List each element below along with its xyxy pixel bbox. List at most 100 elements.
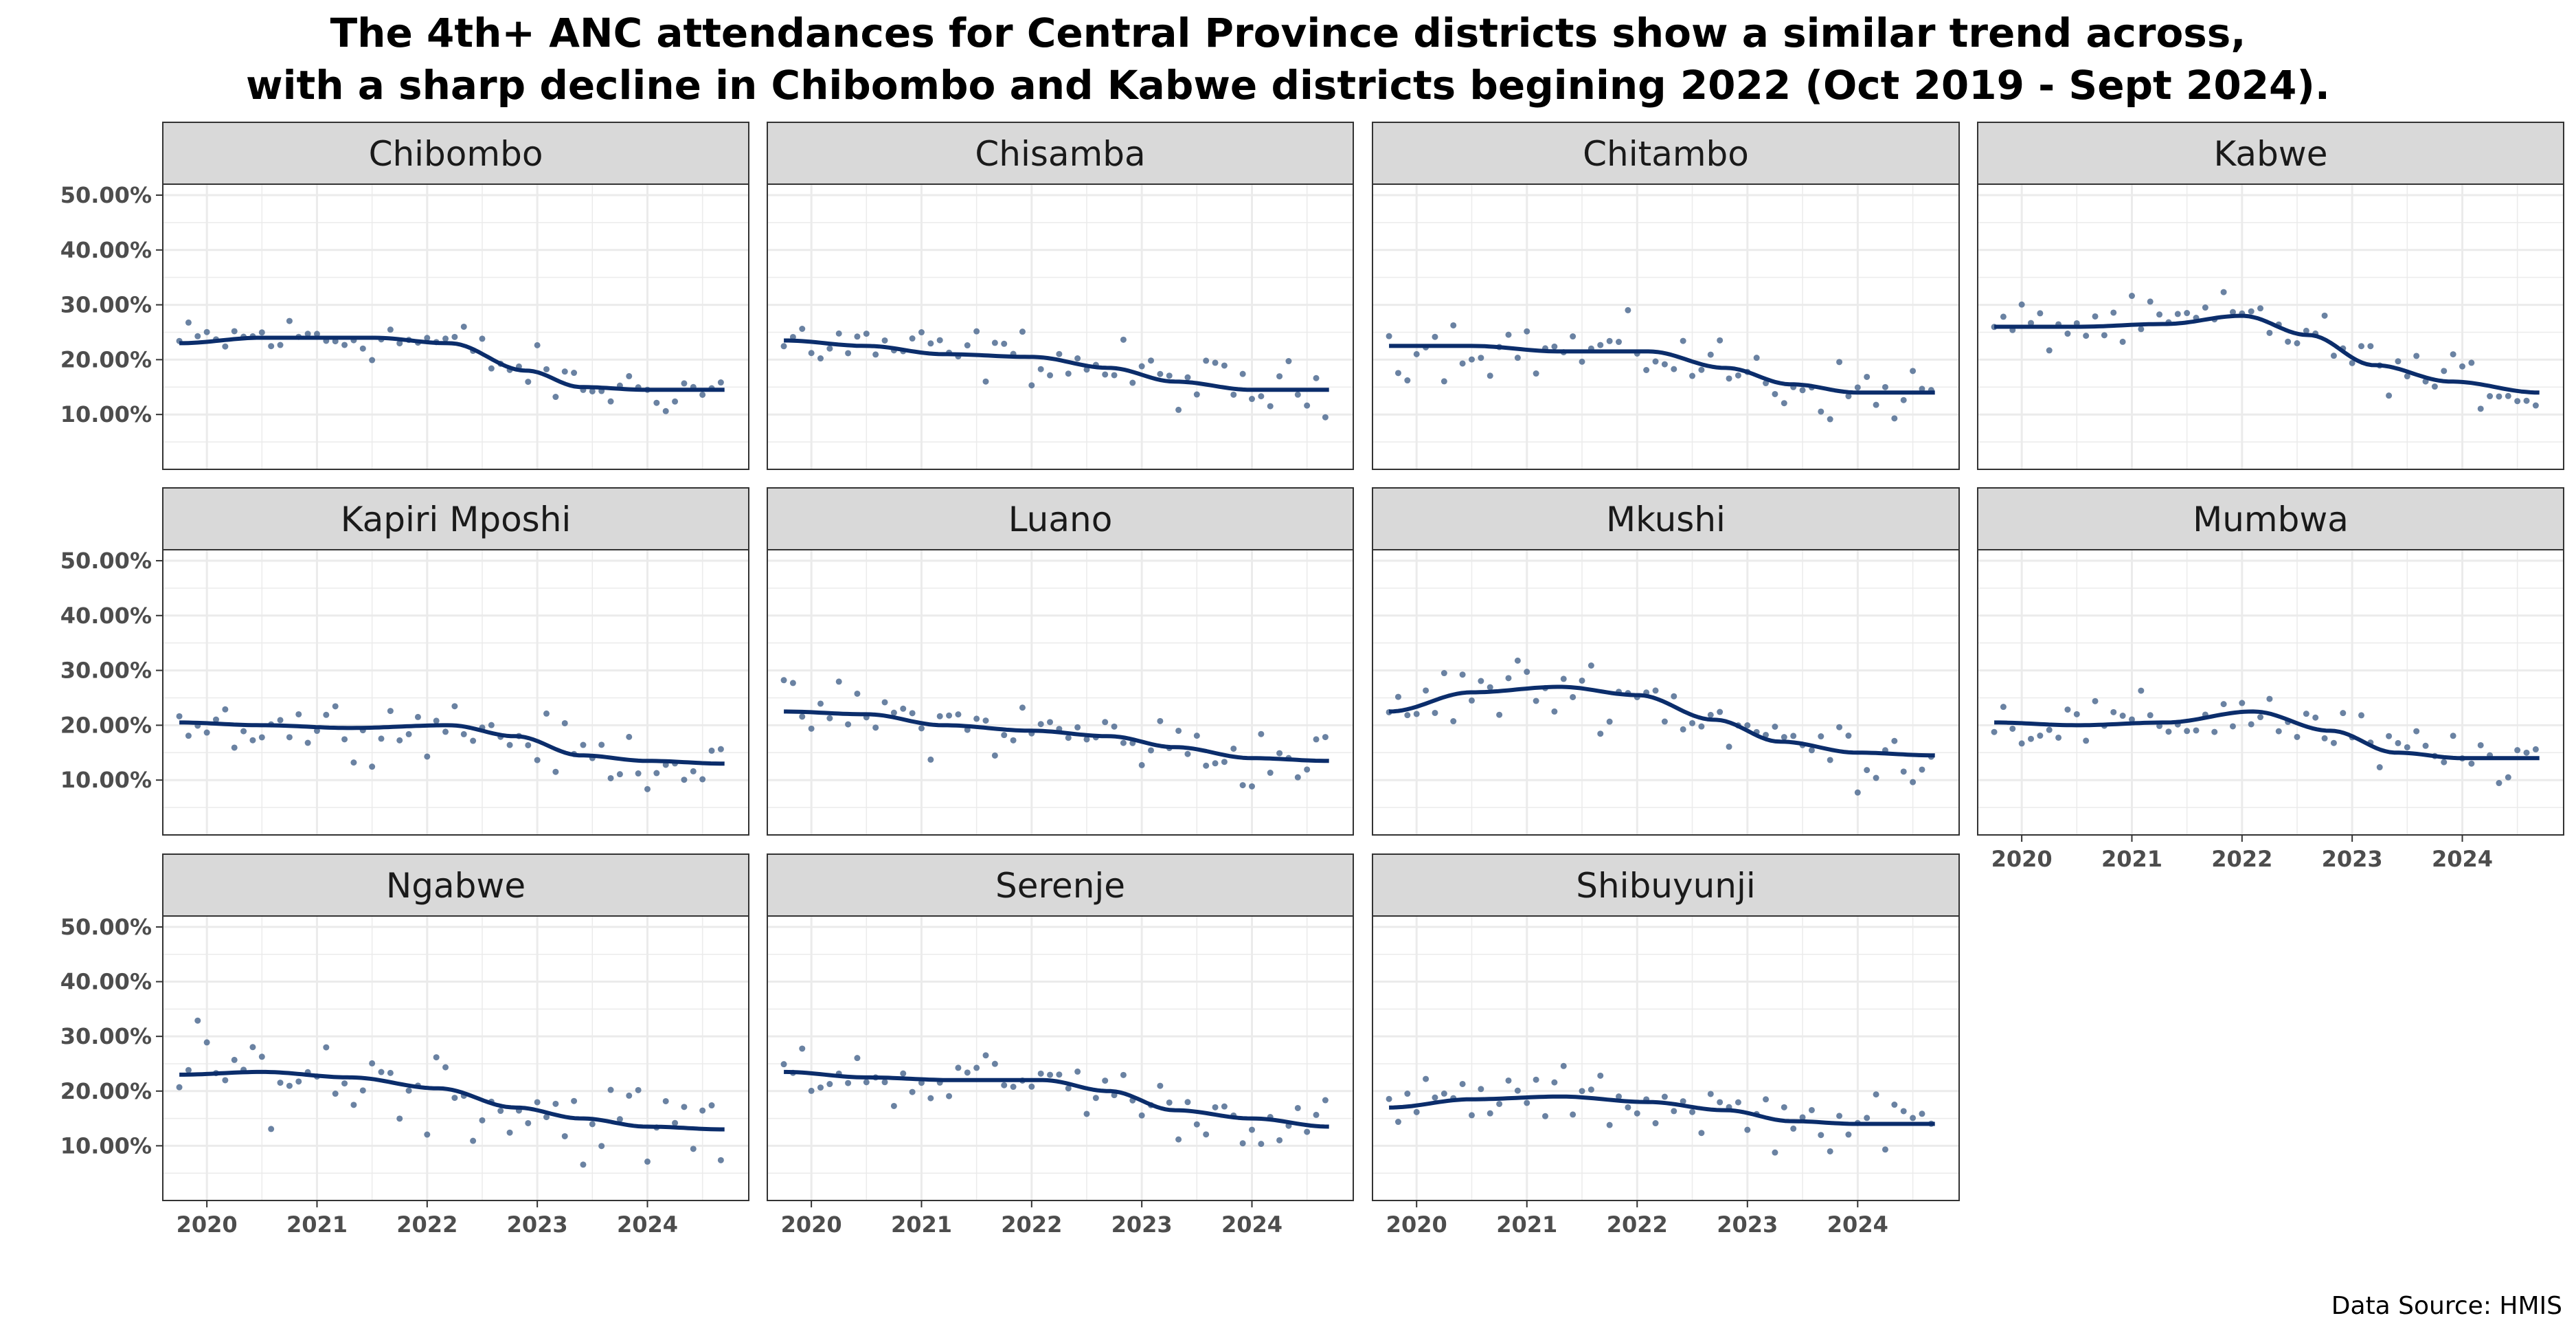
data-point [1808,747,1815,754]
data-point [1533,370,1539,377]
data-point [268,1126,275,1132]
data-point [1221,1103,1228,1110]
data-point [470,1137,477,1144]
data-point [1193,1121,1200,1128]
data-point [1413,350,1420,357]
data-point [982,717,989,724]
data-point [1092,1095,1099,1102]
data-point [1102,371,1109,378]
data-point [991,752,998,759]
data-point [780,343,787,350]
data-point [1616,339,1623,346]
data-point [1854,789,1861,796]
data-point [1248,396,1255,403]
x-tick-label: 2023 [1111,1211,1173,1238]
data-point [1726,744,1732,750]
y-tick-label: 20.00% [60,712,152,738]
data-point [1074,355,1081,362]
data-point [1680,1098,1686,1105]
panel-border [1372,549,1960,836]
data-point [845,721,852,728]
data-point [1597,342,1604,348]
data-point [479,335,486,342]
data-point [863,331,870,337]
data-point [2514,747,2521,754]
data-point [1524,328,1530,335]
data-point [607,1086,614,1093]
data-point [2312,714,2319,721]
data-point [1873,1091,1879,1098]
data-point [799,326,806,333]
data-point [534,1099,541,1106]
data-point [1772,390,1778,397]
data-point [2239,700,2246,706]
data-point [277,1080,284,1086]
x-tick-label: 2022 [1001,1211,1062,1238]
data-point [1440,670,1447,677]
panel-mkushi: Mkushi [1372,487,1960,836]
data-point [1680,726,1686,733]
data-point [1175,727,1182,734]
data-point [616,771,623,778]
data-point [708,747,715,754]
data-point [488,722,495,728]
data-point [1423,687,1430,694]
data-point [1184,750,1191,757]
data-point [1744,1126,1751,1133]
data-point [1258,1141,1265,1148]
data-point [2441,368,2448,375]
data-point [341,1080,348,1087]
data-point [946,712,953,719]
data-point [662,407,669,414]
data-point [1404,712,1411,719]
data-source-caption: Data Source: HMIS [2331,1292,2562,1320]
data-point [350,1102,357,1108]
data-point [808,725,815,732]
data-point [2046,347,2053,354]
data-point [2395,739,2402,746]
data-point [1432,1094,1438,1101]
data-point [1496,711,1503,718]
data-point [2248,721,2255,728]
panel-border [767,549,1354,836]
data-point [2450,351,2456,358]
data-point [332,703,339,710]
data-point [826,345,833,352]
data-point [1404,1091,1411,1097]
data-point [497,1108,504,1115]
data-point [295,1078,302,1085]
panel-serenje: Serenje 2020 2021 2022 2023 2024 [767,853,1354,1238]
x-tick-label: 2020 [177,1211,238,1238]
y-tick-label: 10.00% [60,1132,152,1159]
panel-background [767,184,1353,469]
data-point [1394,1119,1401,1126]
data-point [1276,1137,1283,1143]
data-point [1459,671,1466,678]
data-point [2303,327,2309,334]
data-point [1322,414,1329,421]
data-point [1781,1104,1787,1110]
panel-shibuyunji: Shibuyunji 2020 2021 2022 2023 2024 [1372,853,1960,1238]
data-point [2468,359,2475,366]
data-point [1487,684,1493,691]
data-point [2229,309,2236,315]
data-point [194,333,201,339]
trend-line-luano [784,709,1329,763]
x-tick-label: 2023 [1717,1211,1778,1238]
data-point [1111,372,1118,379]
data-point [1900,768,1907,775]
data-point [1661,361,1668,368]
data-point [222,343,229,350]
x-tick-label: 2022 [396,1211,457,1238]
data-point [332,1091,339,1097]
data-point [396,1115,403,1122]
data-point [405,730,412,737]
data-point [1304,1128,1311,1135]
data-point [1781,734,1787,741]
data-point [2523,749,2530,756]
data-point [1900,1108,1907,1115]
data-point [1551,708,1558,715]
data-point [1468,1112,1475,1119]
data-point [644,1158,651,1165]
